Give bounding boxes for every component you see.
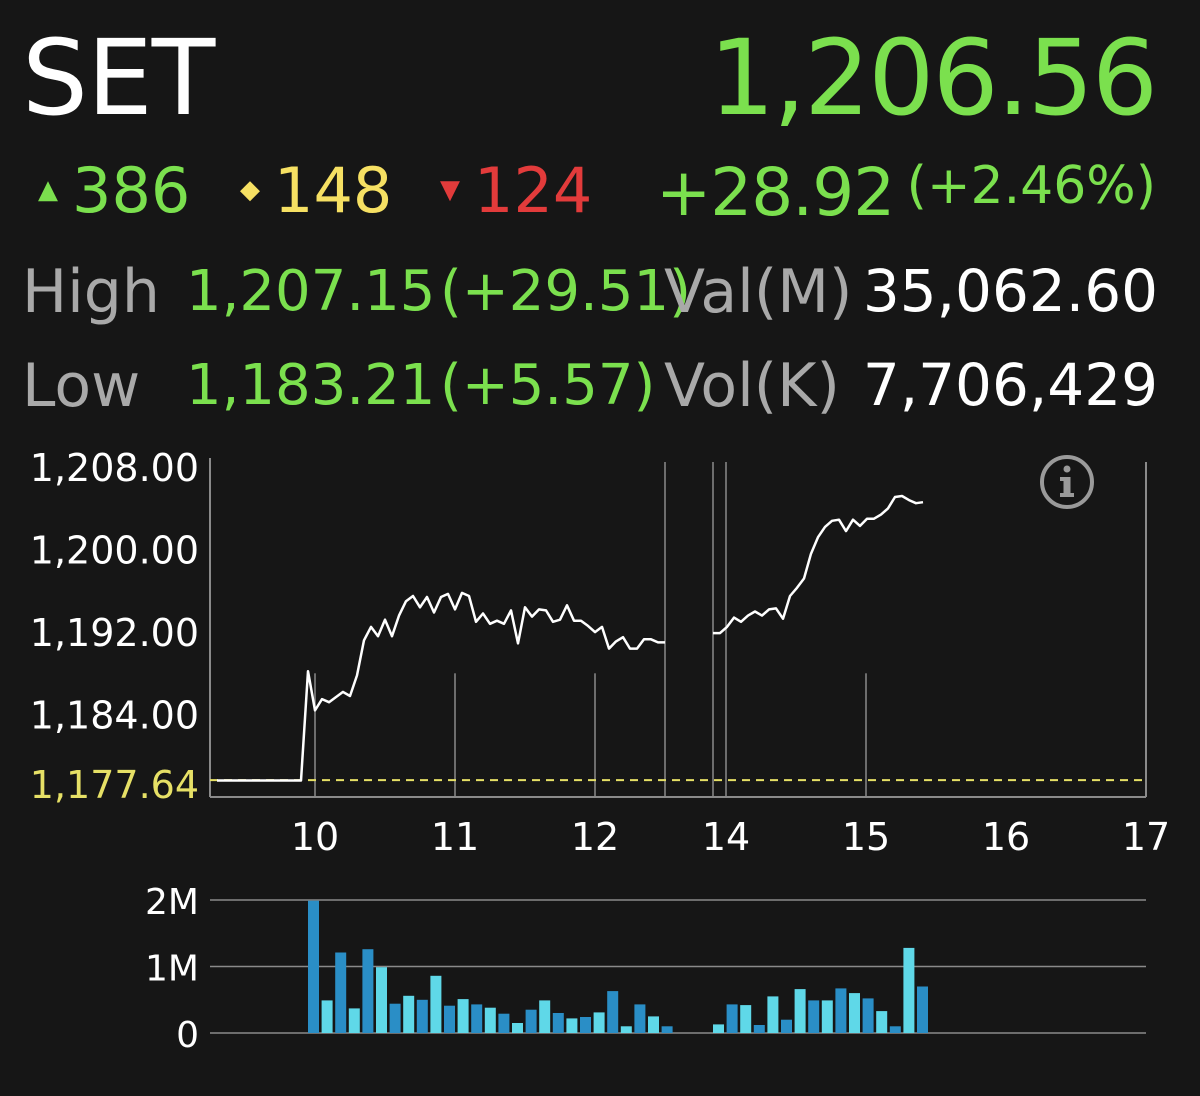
volume-bar: [648, 1016, 659, 1033]
x-tick-label: 17: [1122, 815, 1170, 859]
high-label: High: [22, 257, 160, 327]
volume-bar: [876, 1011, 888, 1033]
change-points: +28.92: [656, 154, 895, 231]
low-value: 1,183.21: [186, 353, 436, 418]
volume-bar: [903, 947, 915, 1033]
change-percent: (+2.46%): [906, 156, 1156, 216]
low-label: Low: [22, 351, 141, 421]
volume-y-axis: 2M 1M 0: [145, 882, 199, 1056]
decliners-count: 124: [474, 154, 593, 227]
volume-bar: [808, 1000, 820, 1033]
volume-bar: [593, 1012, 605, 1033]
index-name: SET: [22, 17, 215, 139]
price-grid: [209, 458, 1147, 798]
volume-bar: [713, 1024, 724, 1033]
volume-bar: [335, 952, 347, 1033]
value-amount: 35,062.60: [862, 257, 1158, 325]
volume-bar: [835, 988, 847, 1033]
volume-bar: [362, 949, 374, 1033]
volume-bar: [389, 1003, 401, 1033]
info-icon[interactable]: [1040, 455, 1094, 509]
volume-bar: [552, 1013, 564, 1033]
x-tick-label: 11: [431, 815, 479, 859]
volume-bar: [321, 1000, 333, 1033]
y-tick-label: 1,208.00: [30, 446, 199, 490]
unchanged: ◆ 148: [240, 160, 392, 222]
y-tick-label: 1,200.00: [30, 529, 199, 573]
y-tick-label: 1,184.00: [30, 694, 199, 738]
volume-bars: [308, 900, 928, 1034]
x-tick-label: 10: [291, 815, 339, 859]
time-x-axis: 10 11 12 14 15 16 17: [291, 815, 1170, 859]
high-change: (+29.51): [440, 259, 691, 324]
value-label: Val(M): [664, 257, 853, 327]
volume-bar: [607, 991, 619, 1033]
volume-label: Vol(K): [664, 351, 840, 421]
volume-bar: [566, 1018, 578, 1033]
x-tick-label: 15: [842, 815, 890, 859]
volume-bar: [457, 999, 469, 1033]
previous-close-label: 1,177.64: [30, 763, 199, 807]
volume-bar: [580, 1017, 591, 1033]
volume-bar: [539, 1000, 551, 1033]
volume-bar: [512, 1023, 523, 1033]
decliners: ▼ 124: [440, 160, 592, 222]
volume-amount: 7,706,429: [862, 351, 1158, 419]
volume-bar: [740, 1005, 752, 1033]
volume-bar: [794, 989, 806, 1033]
volume-bar: [781, 1019, 792, 1033]
volume-bar: [348, 1008, 360, 1033]
volume-bar: [862, 998, 874, 1033]
volume-bar: [471, 1004, 483, 1033]
unchanged-diamond-icon: ◆: [240, 175, 260, 205]
volume-bar: [849, 993, 860, 1033]
down-triangle-icon: ▼: [440, 175, 460, 205]
volume-bar: [753, 1025, 765, 1033]
volume-bar: [767, 996, 779, 1033]
low-change: (+5.57): [440, 353, 656, 418]
price-series-line: [217, 591, 665, 782]
price-series-line: [713, 494, 924, 635]
x-tick-label: 12: [571, 815, 619, 859]
advancers: ▲ 386: [38, 160, 190, 222]
high-value: 1,207.15: [186, 259, 436, 324]
volume-bar: [917, 986, 928, 1033]
price-y-axis: 1,208.00 1,200.00 1,192.00 1,184.00 1,177.64: [30, 446, 199, 807]
volume-bar: [308, 900, 319, 1033]
volume-bar: [661, 1026, 673, 1033]
volume-bar: [889, 1026, 901, 1033]
up-triangle-icon: ▲: [38, 175, 58, 205]
volume-bar: [430, 975, 442, 1033]
x-tick-label: 14: [702, 815, 750, 859]
price-line: [217, 494, 924, 782]
x-tick-label: 16: [982, 815, 1030, 859]
volume-y-tick-label: 2M: [145, 882, 199, 923]
unchanged-count: 148: [274, 154, 393, 227]
volume-bar: [498, 1013, 510, 1033]
y-tick-label: 1,192.00: [30, 611, 199, 655]
volume-bar: [525, 1009, 537, 1033]
volume-y-tick-label: 1M: [145, 949, 199, 990]
volume-bar: [444, 1005, 455, 1033]
volume-bar: [403, 995, 415, 1033]
index-value: 1,206.56: [708, 17, 1158, 139]
volume-bar: [620, 1026, 632, 1033]
volume-bar: [376, 967, 387, 1033]
volume-bar: [634, 1004, 646, 1033]
volume-bar: [726, 1004, 738, 1033]
volume-bar: [416, 999, 428, 1034]
advancers-count: 386: [72, 154, 191, 227]
volume-bar: [484, 1007, 496, 1033]
volume-bar: [821, 1000, 833, 1033]
volume-y-tick-label: 0: [176, 1015, 199, 1056]
